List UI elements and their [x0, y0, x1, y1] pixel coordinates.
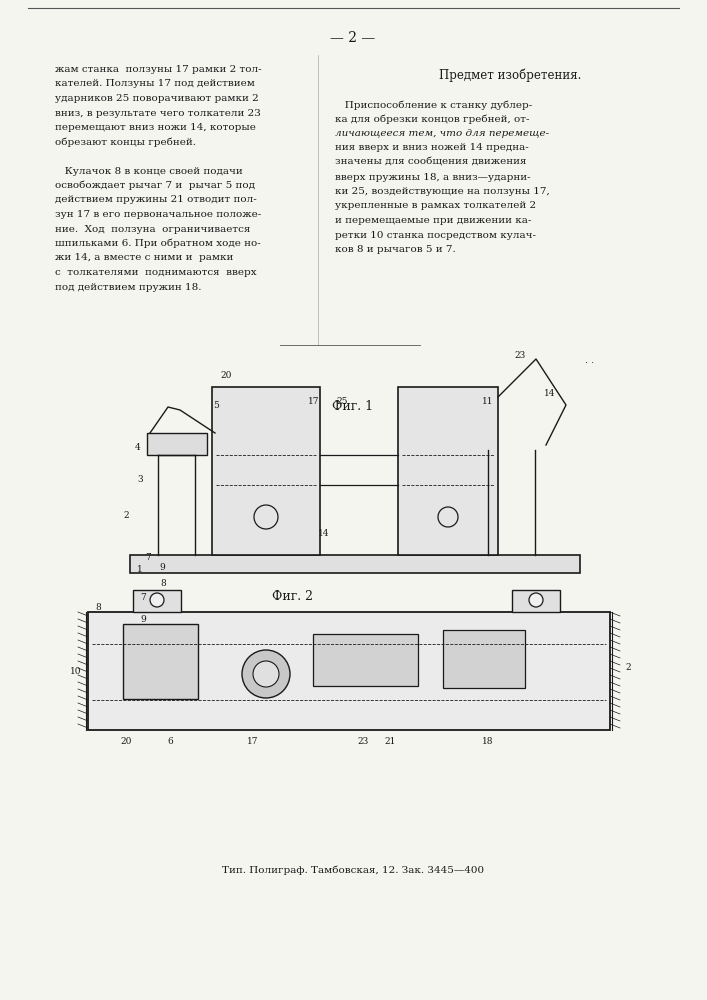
Text: 9: 9 [140, 615, 146, 624]
Text: ния вверх и вниз ножей 14 предна-: ния вверх и вниз ножей 14 предна- [335, 143, 529, 152]
Text: Фиг. 2: Фиг. 2 [272, 590, 313, 603]
Bar [123, 624, 198, 699]
Bar [443, 630, 525, 688]
Text: обрезают концы гребней.: обрезают концы гребней. [55, 137, 196, 147]
Text: 2: 2 [123, 510, 129, 520]
Text: 6: 6 [167, 736, 173, 746]
Text: жи 14, а вместе с ними и  рамки: жи 14, а вместе с ними и рамки [55, 253, 233, 262]
Text: — 2 —: — 2 — [330, 31, 375, 45]
Text: 3: 3 [137, 476, 143, 485]
Text: 7: 7 [145, 554, 151, 562]
Text: вверх пружины 18, а вниз—ударни-: вверх пружины 18, а вниз—ударни- [335, 172, 531, 182]
Text: 23: 23 [515, 351, 525, 360]
Text: ударников 25 поворачивают рамки 2: ударников 25 поворачивают рамки 2 [55, 94, 259, 103]
Text: 8: 8 [95, 602, 101, 611]
Circle shape [253, 661, 279, 687]
Text: Предмет изобретения.: Предмет изобретения. [439, 68, 581, 82]
Text: освобождает рычаг 7 и  рычаг 5 под: освобождает рычаг 7 и рычаг 5 под [55, 181, 255, 190]
Text: Тип. Полиграф. Тамбовская, 12. Зак. 3445—400: Тип. Полиграф. Тамбовская, 12. Зак. 3445… [222, 865, 484, 875]
Bar [130, 555, 580, 573]
Text: Приспособление к станку дублер-: Приспособление к станку дублер- [335, 100, 532, 109]
Text: Кулачок 8 в конце своей подачи: Кулачок 8 в конце своей подачи [55, 166, 243, 176]
Text: личающееся тем, что для перемеще-: личающееся тем, что для перемеще- [335, 129, 549, 138]
Text: 20: 20 [120, 736, 132, 746]
Text: 2: 2 [625, 662, 631, 672]
Text: ки 25, воздействующие на ползуны 17,: ки 25, воздействующие на ползуны 17, [335, 187, 550, 196]
Text: кателей. Ползуны 17 под действием: кателей. Ползуны 17 под действием [55, 80, 255, 89]
Text: 4: 4 [135, 442, 141, 452]
Text: перемещают вниз ножи 14, которые: перемещают вниз ножи 14, которые [55, 123, 256, 132]
Text: 17: 17 [247, 736, 259, 746]
Text: ка для обрезки концов гребней, от-: ка для обрезки концов гребней, от- [335, 114, 530, 124]
Text: 7: 7 [140, 593, 146, 602]
Bar [512, 590, 560, 612]
Text: ков 8 и рычагов 5 и 7.: ков 8 и рычагов 5 и 7. [335, 245, 456, 254]
Bar [212, 387, 320, 555]
Bar [398, 387, 498, 555]
Bar [88, 612, 610, 730]
Text: 21: 21 [385, 736, 396, 746]
Text: вниз, в результате чего толкатели 23: вниз, в результате чего толкатели 23 [55, 108, 261, 117]
Circle shape [529, 593, 543, 607]
Text: 20: 20 [221, 371, 232, 380]
Text: 23: 23 [357, 736, 368, 746]
Text: ние.  Ход  ползуна  ограничивается: ние. Ход ползуна ограничивается [55, 225, 250, 233]
Text: 14: 14 [318, 528, 329, 538]
Text: 17: 17 [308, 396, 320, 406]
Text: действием пружины 21 отводит пол-: действием пружины 21 отводит пол- [55, 196, 257, 205]
Text: 5: 5 [213, 400, 219, 410]
Text: 14: 14 [544, 388, 556, 397]
Text: шпильками 6. При обратном ходе но-: шпильками 6. При обратном ходе но- [55, 239, 261, 248]
Bar [133, 590, 181, 612]
Text: . .: . . [585, 355, 595, 365]
Text: зун 17 в его первоначальное положе-: зун 17 в его первоначальное положе- [55, 210, 262, 219]
Text: Фиг. 1: Фиг. 1 [332, 400, 373, 413]
Circle shape [242, 650, 290, 698]
Text: ретки 10 станка посредством кулач-: ретки 10 станка посредством кулач- [335, 231, 536, 239]
Text: 8: 8 [160, 580, 166, 588]
Text: значены для сообщения движения: значены для сообщения движения [335, 158, 527, 167]
Text: и перемещаемые при движении ка-: и перемещаемые при движении ка- [335, 216, 532, 225]
Text: с  толкателями  поднимаются  вверх: с толкателями поднимаются вверх [55, 268, 257, 277]
Bar [147, 433, 207, 455]
Text: жам станка  ползуны 17 рамки 2 тол-: жам станка ползуны 17 рамки 2 тол- [55, 65, 262, 74]
Bar [313, 634, 418, 686]
Text: 9: 9 [159, 564, 165, 572]
Text: 1: 1 [137, 564, 143, 574]
Text: 25: 25 [337, 396, 348, 406]
Text: 11: 11 [482, 396, 493, 406]
Text: под действием пружин 18.: под действием пружин 18. [55, 282, 201, 292]
Text: 10: 10 [70, 668, 82, 676]
Text: 18: 18 [482, 736, 493, 746]
Text: укрепленные в рамках толкателей 2: укрепленные в рамках толкателей 2 [335, 202, 536, 211]
Circle shape [150, 593, 164, 607]
